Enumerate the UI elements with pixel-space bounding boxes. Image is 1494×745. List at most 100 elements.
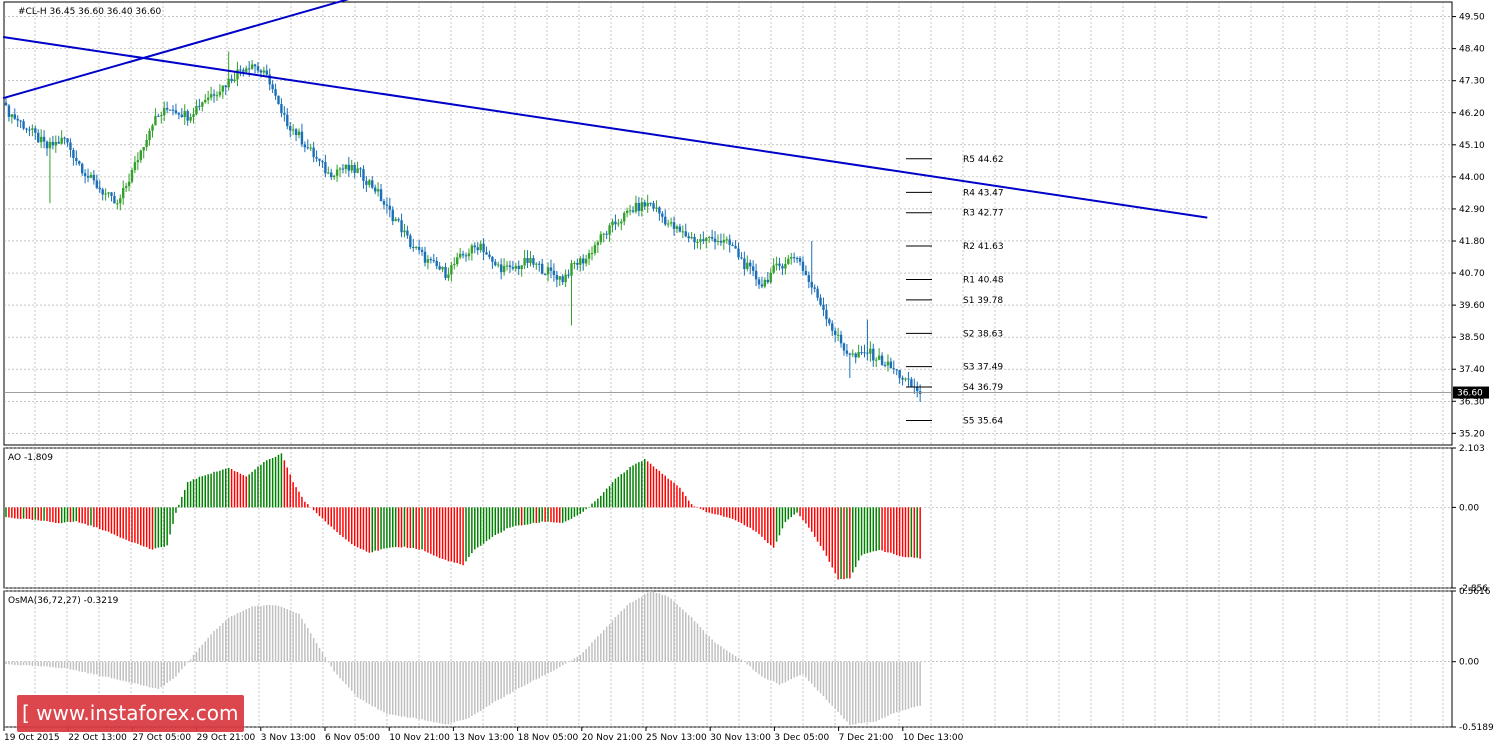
candle-body: [866, 352, 869, 354]
candle-body: [901, 377, 904, 380]
candle-body: [145, 139, 148, 147]
candle-body: [710, 236, 714, 239]
candle-body: [564, 274, 567, 283]
osma-frame: [3, 590, 1453, 728]
candle-body: [669, 222, 673, 224]
candle-body: [608, 225, 611, 235]
candle-body: [224, 85, 227, 88]
candle-body: [350, 165, 353, 171]
price-y-tick-label: 45.10: [1459, 141, 1485, 151]
candle-body: [89, 174, 93, 178]
candle-body: [353, 165, 356, 173]
candle-body: [406, 230, 409, 236]
candle-body: [195, 105, 198, 115]
candle-body: [772, 265, 775, 273]
osma-y-tick-label: 0.00: [1459, 658, 1479, 668]
candle-body: [42, 136, 46, 142]
candle-body: [412, 247, 415, 249]
candle-body: [734, 245, 737, 249]
candle-body: [262, 70, 266, 73]
candle-body: [842, 343, 846, 351]
candle-body: [283, 113, 286, 115]
ao-pane[interactable]: 2.103 0.00 -2.856 AO -1.809: [3, 444, 1488, 594]
candle-body: [716, 241, 720, 243]
candle-body: [98, 187, 101, 190]
candle-body: [415, 246, 418, 248]
candle-body: [458, 253, 462, 258]
candle-body: [910, 379, 913, 387]
candle-body: [394, 219, 397, 222]
osma-pane[interactable]: 0.5616 0.00 -0.5189 OsMA(36,72,27) -0.3219: [3, 587, 1494, 733]
candle-body: [801, 261, 805, 271]
candle-body: [139, 150, 142, 161]
candle-body: [728, 239, 731, 245]
candle-body: [420, 249, 424, 252]
candle-body: [335, 169, 339, 176]
candle-body: [719, 241, 723, 243]
candle-body: [875, 359, 878, 361]
trend-line: [2, 35, 1208, 219]
candle-body: [555, 274, 559, 280]
candle-body: [845, 350, 849, 354]
candle-body: [397, 219, 400, 221]
candle-body: [570, 263, 573, 276]
candle-body: [713, 238, 717, 243]
price-pane[interactable]: 49.50 48.40 47.30 46.20 45.10 44.00 42.90 41.80…: [2, 0, 1489, 446]
candle-body: [423, 251, 427, 263]
pivot-label: R4 43.47: [963, 188, 1004, 198]
candle-body: [332, 175, 336, 178]
candle-body: [324, 162, 327, 174]
candle-body: [435, 260, 438, 267]
candle-body: [511, 267, 515, 269]
candle-body: [250, 64, 254, 69]
candle-body: [740, 257, 743, 259]
candle-body: [643, 202, 646, 207]
candle-body: [10, 114, 14, 117]
candle-body: [807, 275, 811, 282]
candle-body: [485, 252, 488, 255]
candle-body: [479, 243, 482, 251]
x-tick-label: 7 Dec 21:00: [839, 733, 894, 743]
current-price-tag: [1453, 386, 1489, 399]
candle-body: [315, 157, 318, 159]
candle-body: [822, 304, 825, 310]
candle-body: [174, 110, 178, 114]
candle-body: [781, 265, 784, 269]
candle-body: [57, 141, 60, 144]
candle-body: [620, 221, 623, 224]
candle-body: [916, 386, 919, 392]
candle-body: [699, 239, 702, 242]
candle-body: [160, 115, 163, 117]
candle-body: [388, 205, 392, 210]
candle-body: [605, 233, 608, 235]
candle-body: [499, 264, 503, 273]
trend-line: [2, 0, 350, 100]
candle-body: [242, 69, 245, 72]
candle-body: [561, 276, 564, 283]
price-y-tick-label: 39.60: [1459, 301, 1485, 311]
candle-body: [611, 221, 614, 226]
candle-body: [303, 144, 307, 148]
candle-body: [221, 85, 225, 92]
candle-body: [737, 248, 740, 258]
watermark-badge: [17, 695, 244, 732]
candle-body: [675, 226, 679, 229]
price-y-tick-label: 46.20: [1459, 109, 1485, 119]
candle-body: [640, 202, 644, 211]
candle-body: [180, 114, 183, 118]
candle-body: [66, 138, 69, 143]
candle-body: [321, 160, 324, 163]
candle-body: [51, 141, 55, 146]
candle-body: [743, 258, 746, 269]
candle-body: [13, 114, 16, 119]
x-tick-label: 22 Oct 13:00: [68, 733, 127, 743]
candle-body: [898, 370, 901, 378]
osma-y-tick-label: 0.5616: [1459, 587, 1491, 597]
x-tick-label: 10 Nov 21:00: [389, 733, 450, 743]
candle-body: [438, 266, 441, 270]
candle-body: [816, 288, 819, 298]
candle-body: [306, 147, 309, 149]
candle-body: [790, 257, 793, 259]
candle-body: [409, 235, 412, 248]
